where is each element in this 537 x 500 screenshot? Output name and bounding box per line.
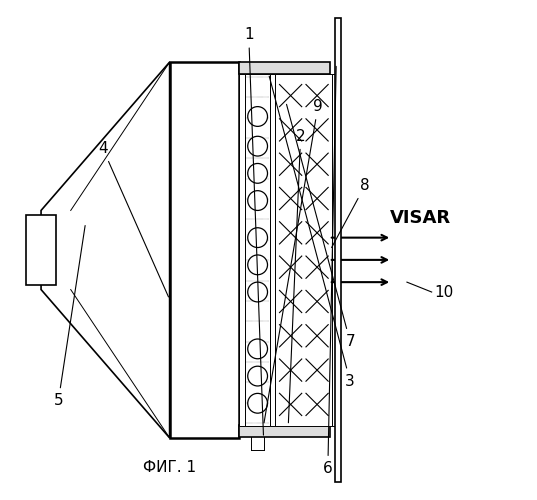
Text: 6: 6 xyxy=(323,66,336,476)
Circle shape xyxy=(248,255,267,274)
Circle shape xyxy=(248,106,267,126)
Bar xyxy=(239,74,245,426)
Bar xyxy=(239,424,330,437)
Text: 9: 9 xyxy=(264,99,323,423)
Text: 3: 3 xyxy=(269,76,355,388)
Circle shape xyxy=(248,339,267,359)
Bar xyxy=(170,62,239,438)
Text: VISAR: VISAR xyxy=(390,209,451,227)
Bar xyxy=(275,74,332,426)
Text: 5: 5 xyxy=(54,226,85,408)
Circle shape xyxy=(248,164,267,183)
Circle shape xyxy=(248,366,267,386)
Text: 2: 2 xyxy=(288,129,306,423)
Circle shape xyxy=(248,190,267,210)
Text: 7: 7 xyxy=(287,104,355,349)
Bar xyxy=(271,74,275,426)
Text: 4: 4 xyxy=(98,141,169,297)
Bar xyxy=(332,74,337,426)
Circle shape xyxy=(248,136,267,156)
Text: 10: 10 xyxy=(434,284,453,300)
Bar xyxy=(335,18,341,482)
Circle shape xyxy=(248,228,267,248)
Bar xyxy=(245,74,271,426)
Bar xyxy=(239,62,330,74)
Polygon shape xyxy=(41,62,170,438)
Text: 8: 8 xyxy=(332,178,370,248)
Text: ФИГ. 1: ФИГ. 1 xyxy=(143,460,196,475)
Circle shape xyxy=(248,394,267,413)
Bar xyxy=(26,216,56,284)
Circle shape xyxy=(248,282,267,302)
Text: 1: 1 xyxy=(244,28,264,435)
